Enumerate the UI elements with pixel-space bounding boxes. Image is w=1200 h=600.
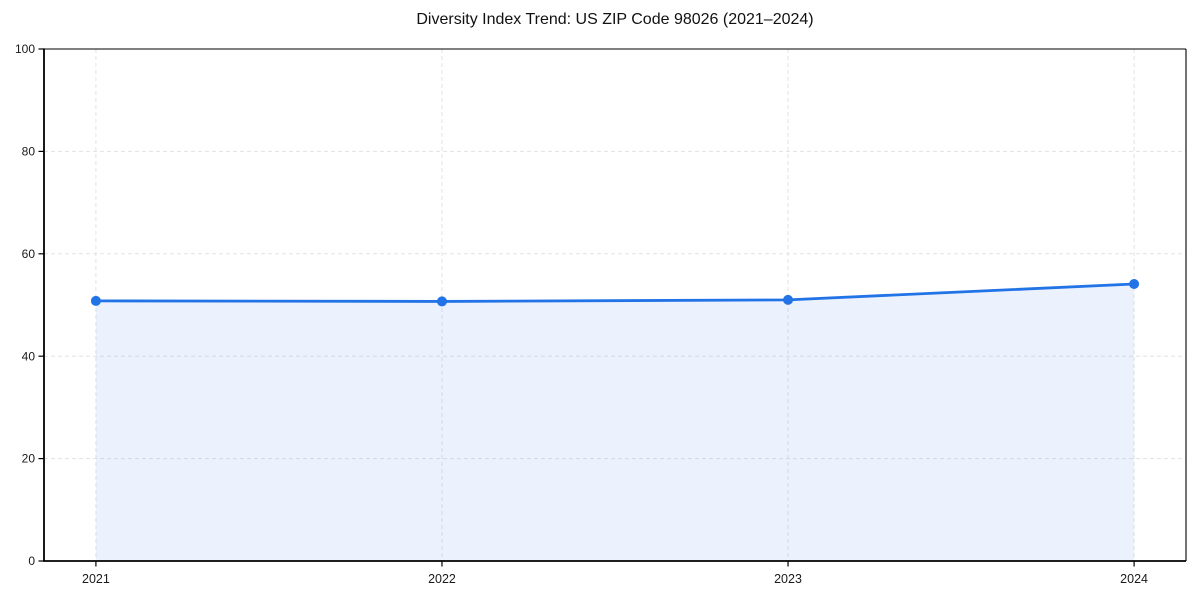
plot-area xyxy=(44,49,1186,561)
x-tick-label: 2022 xyxy=(428,572,456,586)
y-tick-label: 20 xyxy=(22,452,36,466)
y-tick-label: 80 xyxy=(22,144,36,158)
chart-title: Diversity Index Trend: US ZIP Code 98026… xyxy=(416,11,814,28)
y-tick-label: 60 xyxy=(22,247,36,261)
x-tick-label: 2021 xyxy=(82,572,110,586)
y-tick-label: 100 xyxy=(15,42,35,56)
trend-line xyxy=(94,282,1136,303)
x-tick-label: 2023 xyxy=(774,572,802,586)
y-tick-label: 0 xyxy=(28,554,35,568)
data-point-2022 xyxy=(436,296,447,307)
data-point-2024 xyxy=(1129,279,1140,290)
x-tick-label: 2024 xyxy=(1120,572,1148,586)
data-point-2023 xyxy=(783,294,794,305)
data-point-2021 xyxy=(90,295,101,306)
area-fill xyxy=(95,284,1135,561)
y-tick-label: 40 xyxy=(22,349,36,363)
